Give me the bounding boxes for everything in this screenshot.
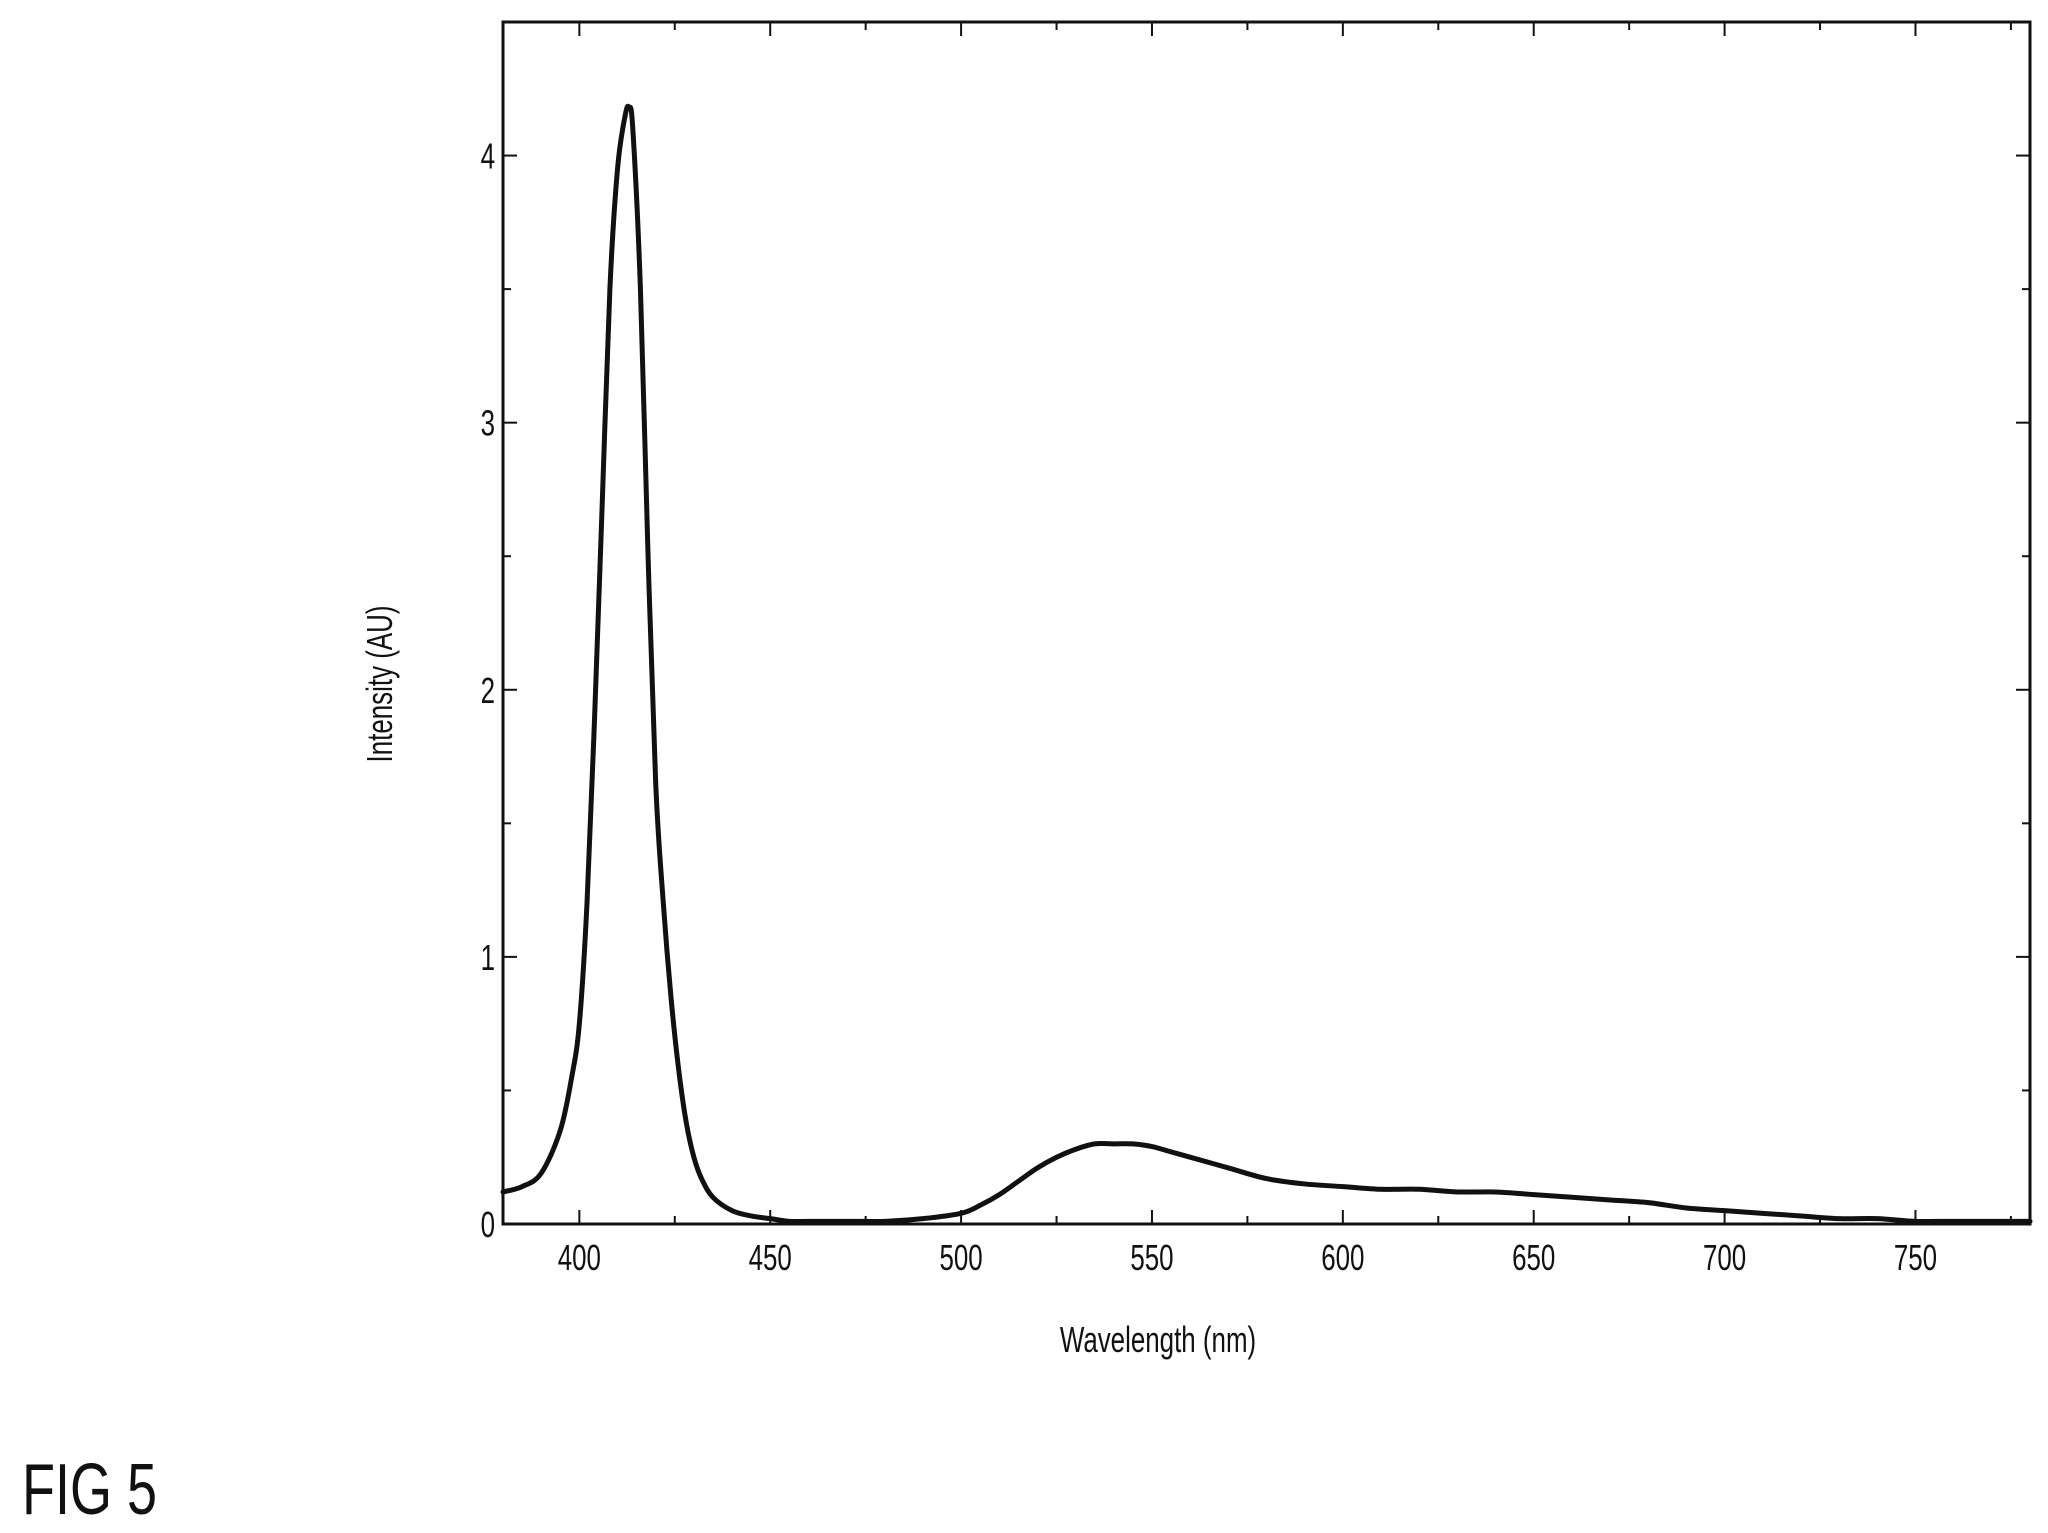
plot-frame (501, 20, 2032, 1226)
x-tick-label: 400 (558, 1238, 601, 1278)
x-tick-label: 450 (749, 1238, 792, 1278)
y-tick-label: 1 (481, 938, 495, 978)
y-tick-label: 0 (481, 1205, 495, 1245)
x-axis-label: Wavelength (nm) (1060, 1320, 1256, 1360)
y-tick-label: 4 (481, 136, 495, 176)
y-tick-label: 2 (481, 671, 495, 711)
y-axis-ticks (503, 21, 2030, 1225)
x-tick-label: 550 (1130, 1238, 1173, 1278)
y-axis-tick-labels: 0 1 2 3 4 (481, 136, 495, 1245)
x-axis-tick-labels: 400 450 500 550 600 650 700 750 (558, 1238, 1937, 1278)
x-axis-ticks (578, 22, 2012, 1224)
y-axis-label: Intensity (AU) (360, 606, 400, 763)
x-tick-label: 600 (1321, 1238, 1364, 1278)
x-tick-label: 500 (939, 1238, 982, 1278)
x-tick-label: 750 (1894, 1238, 1937, 1278)
y-tick-label: 3 (481, 404, 495, 444)
x-tick-label: 650 (1512, 1238, 1555, 1278)
spectrum-line (500, 103, 2033, 1225)
figure-label: FIG 5 (22, 1450, 157, 1530)
x-tick-label: 700 (1703, 1238, 1746, 1278)
